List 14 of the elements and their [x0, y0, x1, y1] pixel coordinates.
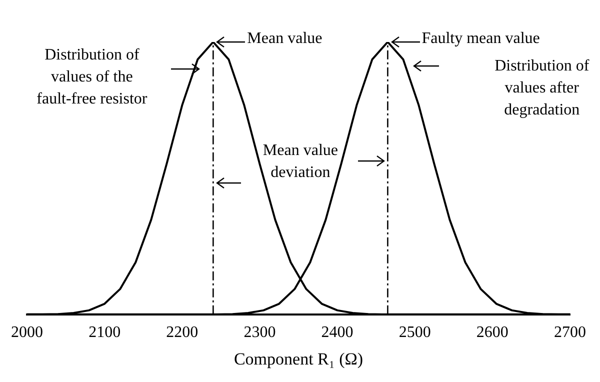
- annotation: Mean value deviation: [262, 142, 338, 182]
- x-tick-label: 2200: [166, 324, 198, 342]
- x-tick-label: 2000: [11, 324, 43, 342]
- x-axis-title: Component R₁ (Ω): [234, 349, 364, 368]
- x-tick-label: 2300: [244, 324, 276, 342]
- x-tick-label: 2400: [321, 324, 354, 342]
- x-tick-label: 2600: [476, 324, 508, 342]
- annotation: Mean value: [247, 30, 322, 48]
- x-tick-label: 2100: [88, 324, 121, 342]
- annotation: Distribution of values after degradation: [494, 57, 590, 118]
- annotation: Distribution of values of the fault-free resistor: [36, 46, 148, 108]
- x-tick-label: 2500: [398, 324, 431, 342]
- x-tick-label: 2700: [554, 324, 586, 342]
- annotation: Faulty mean value: [422, 30, 540, 48]
